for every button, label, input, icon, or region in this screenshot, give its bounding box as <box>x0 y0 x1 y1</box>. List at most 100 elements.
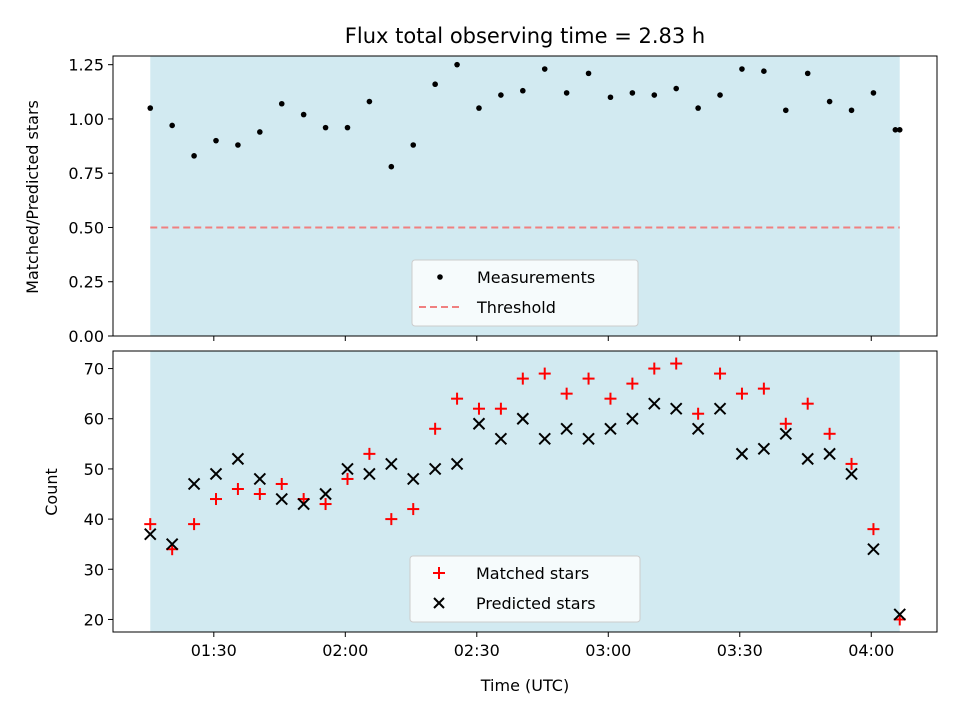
measurement-point <box>322 124 329 131</box>
measurement-point <box>563 90 570 96</box>
y-axis-label-count: Count <box>42 468 61 516</box>
measurement-point <box>870 90 877 96</box>
x-tick-label: 03:00 <box>585 641 631 660</box>
y-tick-label: 1.00 <box>68 110 104 129</box>
matched-stars-point <box>692 407 705 420</box>
matched-stars-point <box>451 392 464 405</box>
y-tick-label: 0.25 <box>68 273 104 292</box>
axes-frame <box>112 55 938 337</box>
predicted-stars-point <box>757 442 771 456</box>
measurement-point <box>541 66 548 72</box>
y-tick-label: 50 <box>84 460 104 479</box>
matched-stars-point <box>670 357 683 370</box>
y-tick-label: 0.50 <box>68 218 104 237</box>
matched-stars-point <box>538 367 551 380</box>
matched-stars-point <box>472 402 485 415</box>
matched-stars-point <box>516 372 529 385</box>
matched-stars-point <box>210 493 222 506</box>
x-tick-label: 04:00 <box>848 641 894 660</box>
predicted-stars-point <box>538 432 551 446</box>
x-axis-label: Time (UTC) <box>480 676 569 695</box>
predicted-stars-point <box>735 447 749 461</box>
predicted-stars-point <box>385 457 398 471</box>
matched-stars-point <box>188 518 201 531</box>
measurement-point <box>848 107 855 114</box>
legend-marker-measurements <box>437 274 443 280</box>
measurement-point <box>300 111 307 118</box>
matched-stars-point <box>757 382 770 395</box>
measurement-point <box>585 70 592 77</box>
measurement-point <box>498 92 504 98</box>
matched-stars-point <box>582 372 595 385</box>
matched-stars-point <box>429 422 442 435</box>
predicted-stars-point <box>144 527 157 541</box>
predicted-stars-point <box>801 452 814 466</box>
predicted-stars-point <box>516 412 530 425</box>
predicted-stars-point <box>187 477 201 491</box>
count-legend: Matched stars Predicted stars <box>409 555 641 623</box>
measurement-point <box>804 70 811 77</box>
count-panel: 20 30 40 50 60 70 01:30 02:00 02:30 03:00 03:30 04:… <box>42 350 938 695</box>
matched-stars-point <box>494 402 507 415</box>
measurement-point <box>892 126 899 133</box>
matched-stars-point <box>845 457 858 470</box>
predicted-stars-point <box>341 462 354 476</box>
measurement-point <box>717 92 723 98</box>
measurement-point <box>761 68 767 74</box>
ratio-plot-area: 0.00 0.25 0.50 0.75 1.00 1.25 <box>68 55 938 346</box>
measurement-point <box>896 126 903 133</box>
legend-marker-matched <box>433 567 445 579</box>
y-tick-label: 30 <box>84 560 104 579</box>
measurement-point <box>147 105 154 111</box>
predicted-stars-point <box>691 422 705 435</box>
measurement-point <box>432 81 438 88</box>
measurement-point <box>344 124 351 131</box>
measurement-point <box>169 122 175 129</box>
measurement-point <box>607 94 614 101</box>
x-tick-label: 02:30 <box>454 641 500 660</box>
predicted-stars-point <box>560 422 573 435</box>
matched-stars-point <box>275 477 288 490</box>
matched-stars-point <box>407 503 420 516</box>
matched-stars-point <box>648 362 661 375</box>
axes-frame <box>112 350 938 633</box>
predicted-stars-point <box>319 487 332 501</box>
predicted-stars-point <box>626 412 639 425</box>
predicted-stars-point <box>604 422 617 435</box>
predicted-stars-point <box>407 472 420 486</box>
measurement-point <box>454 61 460 68</box>
measurement-point <box>235 142 241 148</box>
legend-label-predicted: Predicted stars <box>476 594 596 613</box>
predicted-stars-point <box>670 402 683 415</box>
matched-stars-point <box>253 488 266 501</box>
measurement-point <box>213 137 219 144</box>
y-tick-label: 0.75 <box>68 164 104 183</box>
y-tick-label: 0.00 <box>68 327 104 346</box>
matched-stars-point <box>341 472 354 485</box>
measurement-point <box>191 153 197 159</box>
predicted-stars-point <box>428 462 442 476</box>
legend-label-threshold: Threshold <box>476 298 556 317</box>
predicted-stars-point <box>253 472 267 486</box>
legend-label-measurements: Measurements <box>477 268 595 287</box>
y-axis-label-ratio: Matched/Predicted stars <box>23 100 42 294</box>
measurement-point <box>782 107 789 114</box>
matched-stars-point <box>801 397 814 410</box>
measurement-point <box>410 142 417 148</box>
matched-stars-point <box>231 482 244 495</box>
measurement-point <box>476 105 482 111</box>
y-tick-label: 60 <box>84 410 104 429</box>
measurement-point <box>366 98 373 105</box>
predicted-stars-point <box>823 447 836 461</box>
predicted-stars-point <box>893 608 906 621</box>
matched-stars-point <box>385 513 398 526</box>
predicted-stars-point <box>165 537 179 551</box>
matched-stars-point <box>735 387 748 400</box>
measurement-point <box>826 98 833 105</box>
measurement-point <box>695 105 701 111</box>
measurement-point <box>278 100 285 107</box>
matched-stars-point <box>867 523 880 536</box>
ratio-legend: Measurements Threshold <box>411 259 639 327</box>
legend-box <box>411 259 639 327</box>
